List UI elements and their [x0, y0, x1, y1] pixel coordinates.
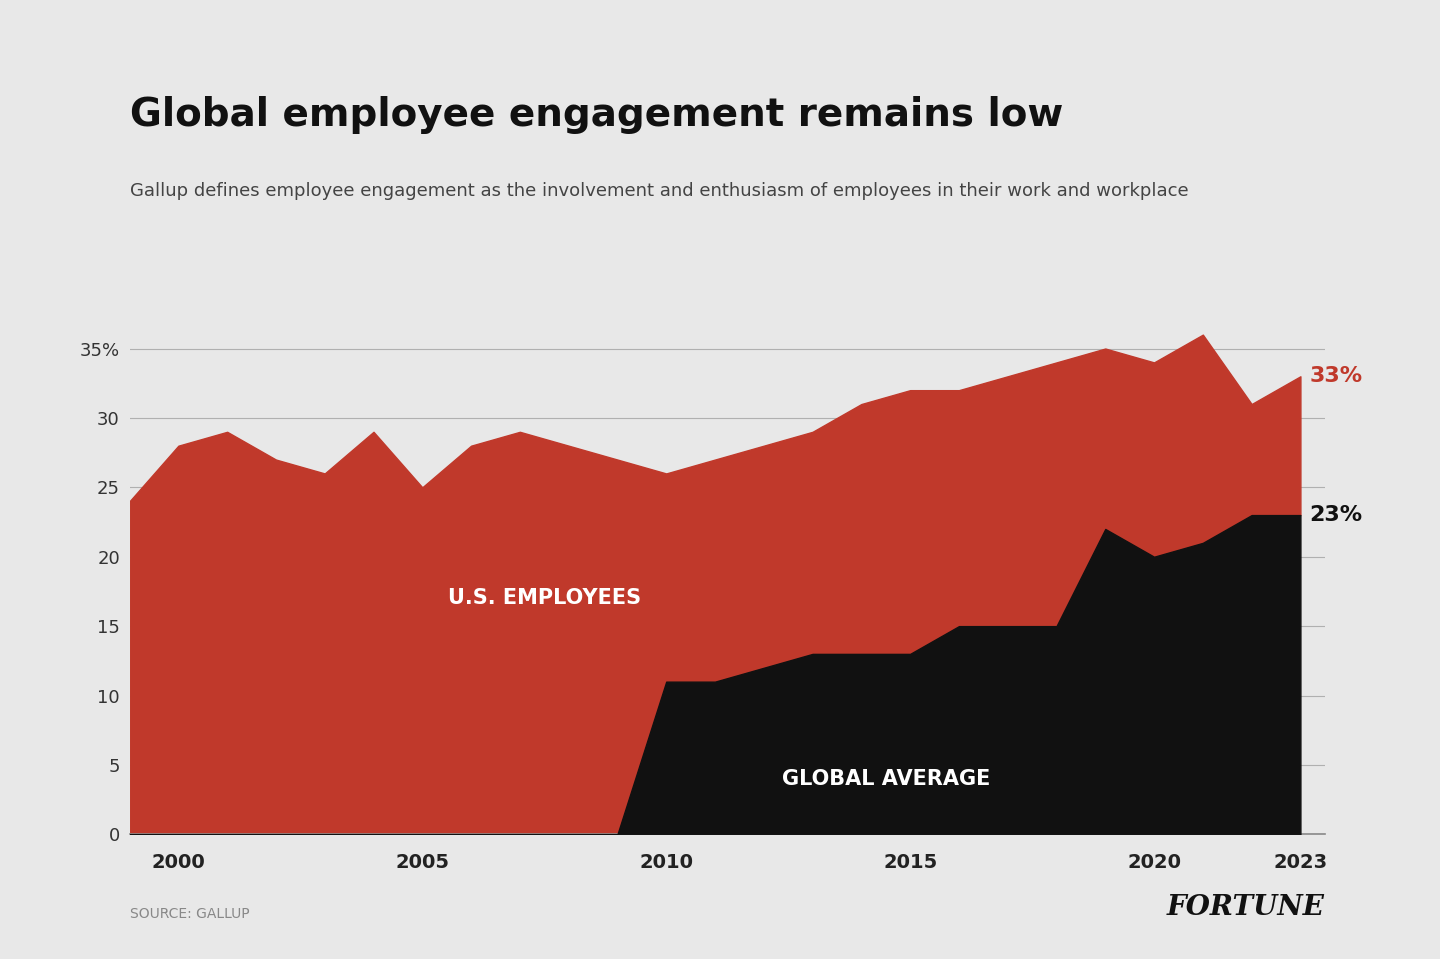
Text: GLOBAL AVERAGE: GLOBAL AVERAGE — [782, 769, 989, 789]
Text: Global employee engagement remains low: Global employee engagement remains low — [130, 96, 1063, 134]
Text: 23%: 23% — [1309, 505, 1362, 526]
Text: Gallup defines employee engagement as the involvement and enthusiasm of employee: Gallup defines employee engagement as th… — [130, 182, 1188, 200]
Text: U.S. EMPLOYEES: U.S. EMPLOYEES — [448, 589, 641, 608]
Text: FORTUNE: FORTUNE — [1166, 894, 1325, 921]
Text: SOURCE: GALLUP: SOURCE: GALLUP — [130, 906, 249, 921]
Text: 33%: 33% — [1309, 366, 1362, 386]
